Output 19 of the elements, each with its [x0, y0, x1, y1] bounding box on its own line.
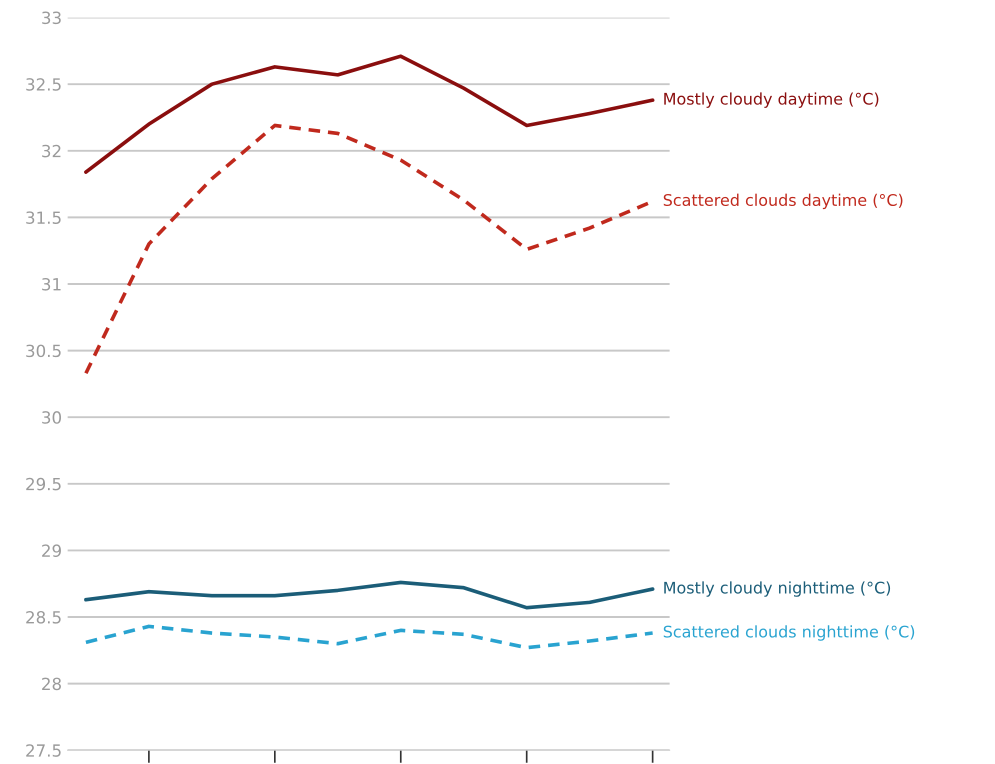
y-tick-label: 30.5	[26, 344, 61, 358]
y-tick-label: 31	[42, 278, 61, 291]
series-label: Mostly cloudy nighttime (°C)	[664, 581, 890, 597]
line-series	[84, 580, 654, 610]
series-label: Mostly cloudy daytime (°C)	[664, 92, 878, 108]
y-tick-label: 32.5	[26, 78, 61, 91]
y-tick-label: 30	[42, 411, 61, 424]
series-label: Scattered clouds nighttime (°C)	[664, 625, 914, 641]
y-tick-label: 28	[42, 678, 61, 690]
y-tick-label: 29	[42, 544, 61, 557]
y-tick-label: 27.5	[26, 744, 61, 757]
line-series	[84, 54, 654, 174]
y-tick-label: 31.5	[26, 211, 61, 224]
series-label: Scattered clouds daytime (°C)	[664, 194, 902, 210]
y-tick-label: 33	[42, 12, 61, 24]
line-series	[84, 624, 654, 650]
y-tick-label: 28.5	[26, 610, 61, 624]
y-tick-label: 29.5	[26, 478, 61, 490]
y-tick-label: 32	[42, 144, 60, 158]
